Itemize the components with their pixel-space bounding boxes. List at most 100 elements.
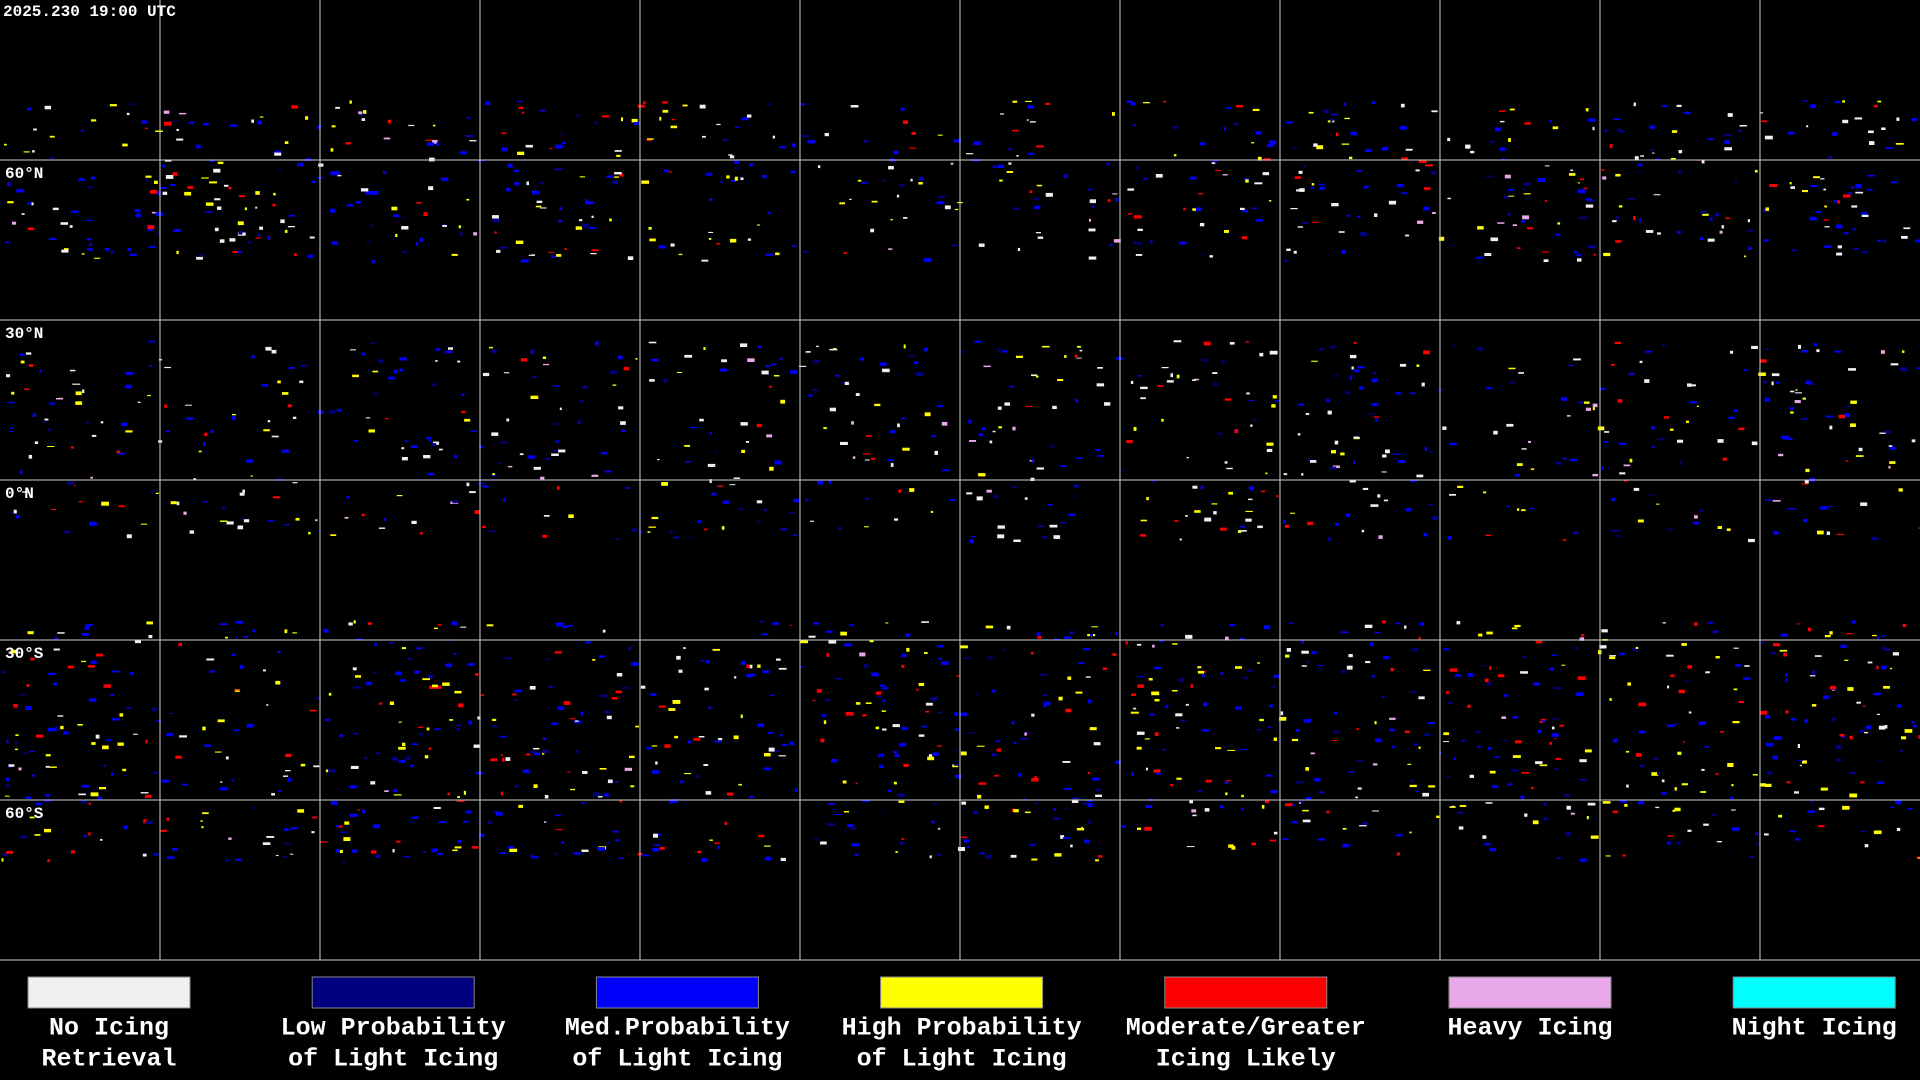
icing-pixel <box>1662 622 1666 624</box>
icing-pixel <box>284 141 289 144</box>
legend-label: Night Icing <box>1732 1014 1897 1043</box>
icing-pixel <box>147 394 151 397</box>
icing-pixel <box>473 232 477 236</box>
icing-pixel <box>1185 703 1189 706</box>
icing-pixel <box>243 636 248 638</box>
icing-pixel <box>1474 257 1482 259</box>
icing-pixel <box>533 466 541 470</box>
icing-pixel <box>1171 690 1178 692</box>
icing-pixel <box>559 207 562 211</box>
icing-pixel <box>992 753 997 756</box>
icing-pixel <box>350 765 359 769</box>
icing-pixel <box>862 714 867 717</box>
icing-pixel <box>460 626 467 628</box>
icing-pixel <box>1701 160 1705 164</box>
icing-pixel <box>1514 474 1520 477</box>
icing-pixel <box>659 847 665 850</box>
icing-pixel <box>53 648 60 651</box>
icing-pixel <box>968 732 976 734</box>
icing-pixel <box>1431 110 1438 113</box>
icing-pixel <box>1198 193 1204 195</box>
icing-pixel <box>88 665 95 668</box>
icing-pixel <box>469 491 476 494</box>
icing-pixel <box>817 165 821 169</box>
icing-pixel <box>1601 629 1608 633</box>
icing-pixel <box>780 399 786 404</box>
icing-pixel <box>932 752 939 756</box>
icing-pixel <box>1253 419 1256 421</box>
icing-pixel <box>570 788 576 791</box>
icing-pixel <box>1785 673 1788 677</box>
icing-pixel <box>1140 386 1148 390</box>
icing-pixel <box>545 658 550 660</box>
icing-pixel <box>1431 516 1439 520</box>
icing-pixel <box>1033 205 1041 210</box>
icing-pixel <box>578 420 581 425</box>
icing-pixel <box>1724 147 1732 151</box>
icing-pixel <box>1577 182 1580 184</box>
icing-pixel <box>1507 213 1510 216</box>
icing-pixel <box>1201 253 1205 256</box>
icing-pixel <box>1493 430 1498 435</box>
icing-pixel <box>1738 129 1741 132</box>
icing-pixel <box>271 435 279 438</box>
icing-pixel <box>1824 245 1832 248</box>
icing-pixel <box>1133 124 1136 127</box>
icing-pixel <box>1151 480 1157 483</box>
icing-pixel <box>95 734 100 739</box>
icing-pixel <box>7 182 11 187</box>
icing-pixel <box>515 240 524 244</box>
icing-pixel <box>291 105 298 109</box>
icing-pixel <box>670 243 675 247</box>
icing-pixel <box>1004 402 1011 406</box>
icing-pixel <box>652 848 660 852</box>
icing-pixel <box>931 435 937 438</box>
icing-pixel <box>615 690 623 694</box>
icing-pixel <box>928 754 933 758</box>
icing-pixel <box>165 430 170 433</box>
icing-pixel <box>1504 174 1511 179</box>
icing-pixel <box>1810 799 1814 804</box>
icing-pixel <box>273 192 276 196</box>
icing-pixel <box>1089 727 1097 731</box>
icing-pixel <box>876 695 883 698</box>
icing-pixel <box>901 664 905 668</box>
icing-pixel <box>7 201 14 204</box>
icing-pixel <box>664 744 671 748</box>
icing-pixel <box>365 191 372 195</box>
icing-pixel <box>357 809 360 811</box>
icing-pixel <box>567 771 571 773</box>
icing-pixel <box>789 741 795 745</box>
icing-pixel <box>89 698 97 702</box>
icing-pixel <box>1251 142 1255 144</box>
icing-pixel <box>1829 631 1833 635</box>
icing-pixel <box>653 833 658 838</box>
icing-pixel <box>176 129 179 131</box>
icing-pixel <box>235 689 241 691</box>
icing-pixel <box>1846 633 1853 635</box>
icing-pixel <box>1342 843 1350 848</box>
icing-pixel <box>1341 143 1350 145</box>
legend-label: High Probability <box>842 1014 1082 1043</box>
icing-pixel <box>1064 636 1072 639</box>
icing-pixel <box>1126 440 1133 444</box>
icing-pixel <box>1138 375 1143 377</box>
icing-pixel <box>823 720 827 725</box>
icing-pixel <box>1112 112 1115 116</box>
icing-pixel <box>937 405 943 408</box>
icing-pixel <box>1074 354 1078 358</box>
icing-pixel <box>1036 467 1044 470</box>
icing-pixel <box>1330 345 1336 349</box>
icing-pixel <box>91 434 97 437</box>
icing-pixel <box>1656 503 1660 505</box>
icing-pixel <box>731 180 736 182</box>
icing-pixel <box>1449 806 1456 808</box>
icing-pixel <box>1603 252 1611 257</box>
icing-pixel <box>1191 379 1197 381</box>
icing-pixel <box>1234 429 1239 434</box>
icing-pixel <box>1430 171 1437 175</box>
icing-pixel <box>141 120 148 124</box>
icing-pixel <box>1381 147 1389 151</box>
icing-pixel <box>1693 521 1700 525</box>
icing-pixel <box>552 385 560 387</box>
